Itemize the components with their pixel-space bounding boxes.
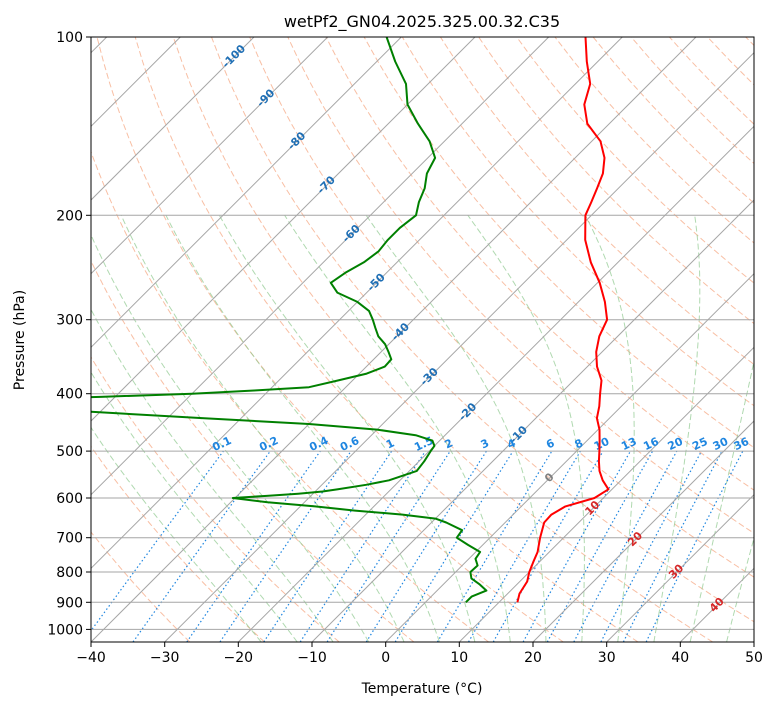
mixing-ratio-line: [91, 450, 224, 632]
mixing-ratio-line: [546, 450, 654, 642]
mixing-ratio-label: 10: [592, 435, 612, 453]
y-tick-label: 100: [56, 30, 83, 46]
x-tick-label: −20: [224, 650, 254, 666]
dry-adiabat: [516, 37, 754, 284]
mixing-ratio-label: 16: [641, 435, 661, 453]
isotherm-line: [606, 493, 754, 642]
moist-adiabat: [467, 215, 585, 642]
isotherm-line: [91, 37, 550, 496]
sounding-series: [91, 37, 610, 604]
x-axis-label: Temperature (°C): [361, 681, 483, 697]
dry-adiabat: [91, 150, 489, 642]
plot-area: -100-90-80-70-60-50-40-30-20-10010203040…: [91, 37, 754, 642]
x-axis-ticks: −40 −30 −20 −10 0 10 20 30 40 50: [76, 642, 763, 666]
chart-title: wetPf2_GN04.2025.325.00.32.C35: [284, 12, 560, 32]
dry-adiabat: [211, 37, 754, 623]
moist-adiabat: [284, 215, 511, 642]
x-tick-label: −40: [76, 650, 106, 666]
mixing-ratio-label: 13: [619, 435, 638, 453]
isotherm-line: [91, 37, 623, 570]
isotherm-line: [458, 346, 754, 642]
dry-adiabat: [439, 37, 754, 366]
isotherm-line: [91, 37, 255, 201]
mixing-ratio-line: [645, 450, 744, 642]
moist-adiabat: [653, 215, 701, 642]
dry-adiabat: [401, 37, 754, 407]
y-tick-label: 900: [56, 595, 83, 611]
y-axis-label: Pressure (hPa): [12, 290, 28, 390]
y-axis-ticks: 100 200 300 400 500 600 700 800 900 1000: [47, 30, 91, 638]
isotherm-line: [532, 420, 754, 642]
x-tick-label: 10: [450, 650, 468, 666]
isotherm-line: [91, 37, 329, 275]
moist-adiabat: [120, 215, 405, 642]
x-tick-label: 50: [745, 650, 763, 666]
moist-adiabat: [218, 215, 476, 642]
temperature-profile: [516, 37, 610, 603]
x-tick-label: 30: [598, 650, 616, 666]
mixing-ratio-label: 36: [732, 435, 752, 453]
isotherm-line: [91, 37, 402, 349]
moist-adiabat: [91, 308, 334, 642]
moist-adiabat: [365, 215, 547, 642]
dry-adiabat: [91, 531, 191, 642]
mixing-ratio-line: [522, 450, 632, 642]
moist-adiabat: [91, 233, 370, 642]
isotherm-line: [385, 272, 754, 642]
dry-adiabat: [96, 37, 564, 642]
isotherm-line: [91, 37, 697, 642]
x-tick-label: 40: [671, 650, 689, 666]
y-tick-label: 400: [56, 387, 83, 403]
isotherm-line: [311, 199, 754, 642]
mixing-ratio-label: 20: [666, 435, 686, 453]
dry-adiabat: [91, 356, 340, 642]
moist-adiabat: [91, 371, 298, 642]
moist-adiabats: [91, 215, 754, 642]
moist-adiabat: [726, 536, 754, 642]
x-tick-label: 20: [524, 650, 542, 666]
isotherm-line: [164, 51, 754, 642]
mixing-ratio-label: 30: [711, 435, 731, 453]
mixing-ratio-line: [394, 450, 514, 642]
moist-adiabat: [91, 426, 262, 642]
y-tick-label: 800: [56, 565, 83, 581]
dry-adiabat: [91, 445, 265, 642]
x-tick-label: −10: [297, 650, 327, 666]
isotherm-line: [91, 37, 476, 422]
mixing-ratio-line: [186, 450, 321, 642]
dry-adiabats: [91, 37, 754, 642]
y-tick-label: 200: [56, 208, 83, 224]
y-tick-label: 300: [56, 313, 83, 329]
dry-adiabat: [249, 37, 754, 578]
mixing-ratio-line: [263, 450, 393, 642]
plot-frame: [90, 36, 755, 643]
mixing-ratio-line: [132, 450, 271, 642]
moist-adiabat: [584, 215, 635, 642]
isotherms: [91, 37, 754, 642]
moist-adiabat: [689, 358, 754, 642]
y-tick-label: 700: [56, 531, 83, 547]
mixing-ratio-line: [573, 450, 678, 642]
mixing-ratio-line: [299, 450, 426, 642]
mixing-ratio-line: [219, 450, 352, 642]
y-tick-label: 600: [56, 491, 83, 507]
y-tick-label: 500: [56, 444, 83, 460]
mixing-ratio-label: 25: [690, 435, 709, 453]
moist-adiabat: [165, 215, 440, 642]
x-tick-label: 0: [381, 650, 390, 666]
x-tick-label: −30: [150, 650, 180, 666]
isotherm-line: [237, 125, 754, 642]
y-tick-label: 1000: [47, 622, 83, 638]
dewpoint-profile: [91, 37, 488, 604]
mixing-ratio-lines: [91, 450, 744, 642]
dry-adiabat: [134, 37, 639, 642]
dry-adiabat: [172, 37, 713, 642]
mixing-ratio-line: [326, 450, 451, 642]
